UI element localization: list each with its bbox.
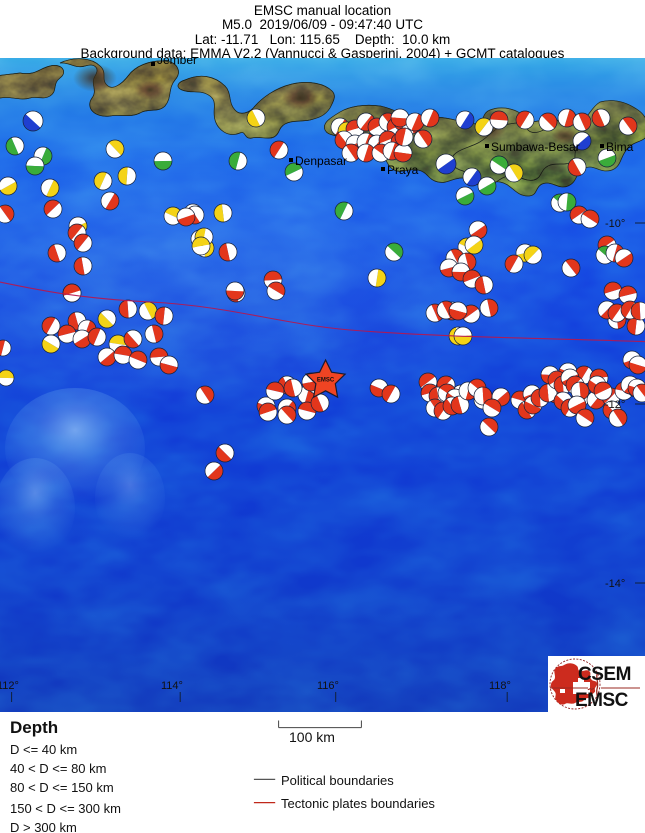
svg-text:118°: 118° xyxy=(489,680,511,692)
svg-text:112°: 112° xyxy=(0,680,19,692)
svg-text:-10°: -10° xyxy=(605,218,625,230)
svg-text:114°: 114° xyxy=(161,680,183,692)
svg-text:EMSC: EMSC xyxy=(575,690,629,711)
svg-text:116°: 116° xyxy=(317,680,339,692)
svg-text:CSEM: CSEM xyxy=(578,664,631,685)
svg-text:-12°: -12° xyxy=(605,399,625,411)
svg-text:-14°: -14° xyxy=(605,578,625,590)
